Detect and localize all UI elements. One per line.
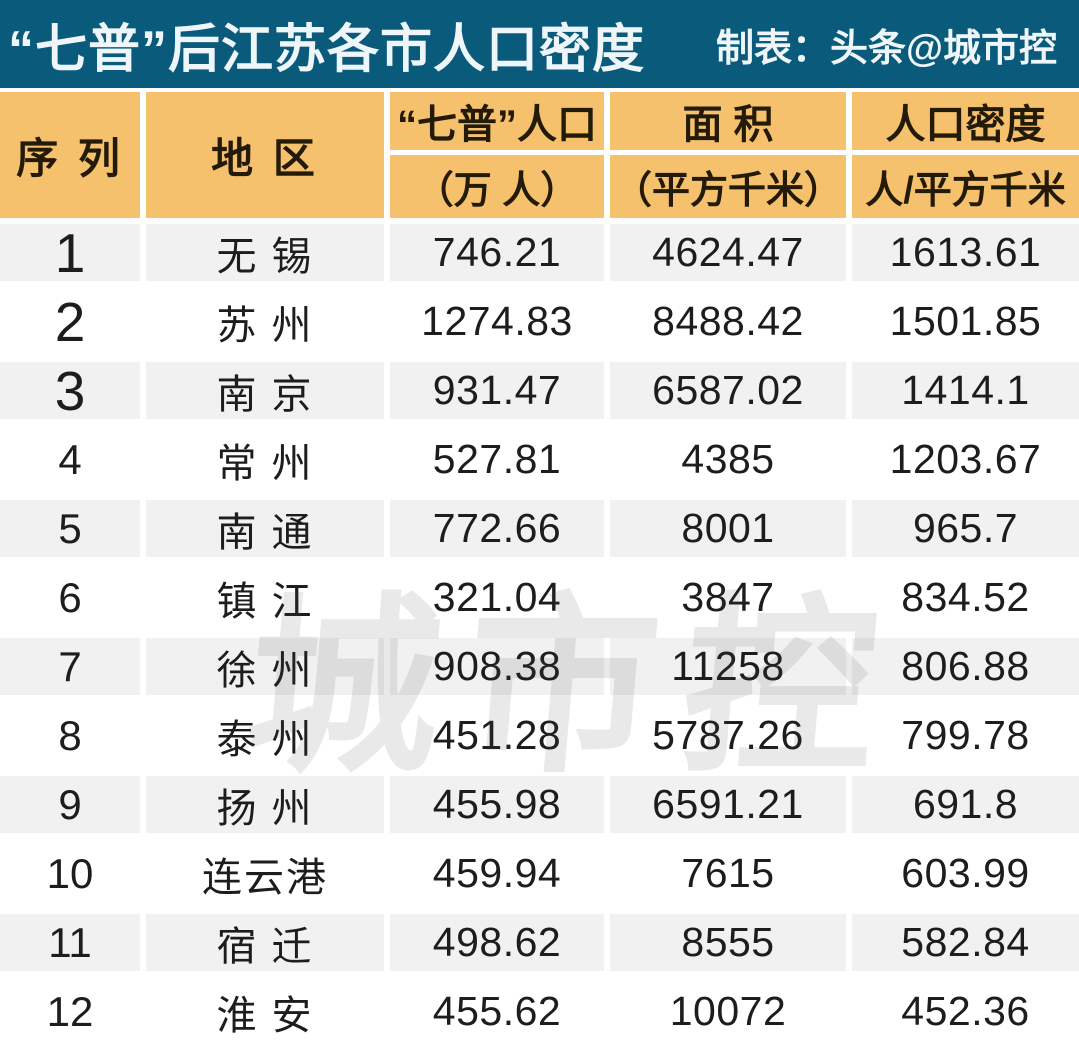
table-row: 3 南 京 931.47 6587.02 1414.1 [0,356,1079,425]
cell-area: 11258 [610,638,846,695]
cell-city: 宿 迁 [146,914,384,971]
col-header-region: 地 区 [146,92,384,218]
cell-population: 321.04 [432,574,562,620]
table-row: 2 苏 州 1274.83 8488.42 1501.85 [0,287,1079,356]
cell-serial: 8 [58,711,82,759]
cell-area: 8488.42 [652,298,804,344]
cell-density: 1501.85 [889,298,1042,344]
col-header-population: “七普”人口 （万 人） [390,92,604,218]
cell-city: 苏 州 [216,303,314,348]
table-row: 6 镇 江 321.04 3847 834.52 [0,563,1079,632]
cell-area: 10072 [669,988,787,1034]
cell-serial: 12 [46,987,94,1035]
cell-serial: 10 [46,849,94,897]
credit-text: 制表：头条@城市控 [715,27,1057,70]
cell-city: 泰 州 [216,717,314,762]
cell-population: 527.81 [432,436,562,482]
cell-city: 扬 州 [146,776,384,833]
col-header-area: 面 积 （平方千米） [610,92,846,218]
cell-population: 455.62 [432,988,562,1034]
table-row: 10 连云港 459.94 7615 603.99 [0,839,1079,908]
cell-city: 淮 安 [216,993,314,1038]
col-header-density-label: 人口密度 [852,92,1079,150]
table-row: 5 南 通 772.66 8001 965.7 [0,494,1079,563]
cell-population: 931.47 [390,362,604,419]
col-header-density-unit: 人/平方千米 [852,155,1079,218]
col-header-serial: 序 列 [0,92,140,218]
cell-city: 连云港 [202,855,328,900]
cell-density: 834.52 [901,574,1030,620]
col-header-density: 人口密度 人/平方千米 [852,92,1079,218]
cell-population: 746.21 [390,224,604,281]
cell-city: 镇 江 [216,579,314,624]
cell-population: 772.66 [390,500,604,557]
cell-city: 徐 州 [146,638,384,695]
cell-population: 455.98 [390,776,604,833]
cell-serial: 4 [58,435,82,483]
cell-area: 4385 [681,436,775,482]
cell-population: 908.38 [390,638,604,695]
cell-area: 8555 [610,914,846,971]
cell-area: 8001 [610,500,846,557]
cell-serial: 9 [0,776,140,833]
cell-density: 965.7 [852,500,1079,557]
cell-city: 无 锡 [146,224,384,281]
cell-density: 1203.67 [889,436,1042,482]
table-body: 1 无 锡 746.21 4624.47 1613.61 2 苏 州 1274.… [0,218,1079,1046]
cell-serial: 1 [0,222,140,284]
cell-density: 603.99 [901,850,1030,896]
table-header: 序 列 地 区 “七普”人口 （万 人） 面 积 （平方千米） 人口密度 人/平… [0,88,1079,218]
page-title: “七普”后江苏各市人口密度 [8,20,646,79]
table-row: 1 无 锡 746.21 4624.47 1613.61 [0,218,1079,287]
cell-density: 1613.61 [852,224,1079,281]
cell-density: 799.78 [901,712,1030,758]
cell-area: 3847 [681,574,775,620]
cell-population: 498.62 [390,914,604,971]
cell-serial: 5 [0,500,140,557]
cell-city: 常 州 [216,441,314,486]
cell-serial: 11 [0,914,140,971]
cell-serial: 7 [0,638,140,695]
col-header-population-unit: （万 人） [390,155,604,218]
cell-population: 1274.83 [421,298,573,344]
cell-serial: 3 [0,360,140,422]
cell-population: 451.28 [432,712,562,758]
cell-density: 806.88 [852,638,1079,695]
table-row: 7 徐 州 908.38 11258 806.88 [0,632,1079,701]
cell-area: 5787.26 [652,712,804,758]
cell-density: 1414.1 [852,362,1079,419]
col-header-population-label: “七普”人口 [390,92,604,150]
cell-city: 南 通 [146,500,384,557]
title-bar: “七普”后江苏各市人口密度 制表：头条@城市控 [0,0,1079,88]
cell-density: 691.8 [852,776,1079,833]
table-row: 11 宿 迁 498.62 8555 582.84 [0,908,1079,977]
cell-population: 459.94 [432,850,562,896]
cell-city: 南 京 [146,362,384,419]
cell-area: 7615 [681,850,775,896]
cell-serial: 2 [54,290,86,353]
cell-density: 582.84 [852,914,1079,971]
cell-area: 4624.47 [610,224,846,281]
cell-serial: 6 [58,573,82,621]
cell-density: 452.36 [901,988,1030,1034]
table-row: 9 扬 州 455.98 6591.21 691.8 [0,770,1079,839]
col-header-area-unit: （平方千米） [610,155,846,218]
table-row: 8 泰 州 451.28 5787.26 799.78 [0,701,1079,770]
cell-area: 6587.02 [610,362,846,419]
cell-area: 6591.21 [610,776,846,833]
table-row: 12 淮 安 455.62 10072 452.36 [0,977,1079,1046]
table-row: 4 常 州 527.81 4385 1203.67 [0,425,1079,494]
col-header-area-label: 面 积 [610,92,846,150]
